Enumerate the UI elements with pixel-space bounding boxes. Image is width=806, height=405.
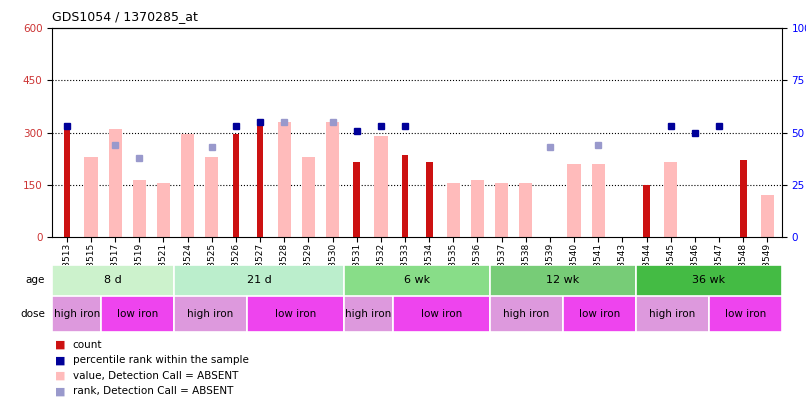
Bar	[52, 265, 174, 296]
Bar	[664, 162, 677, 237]
Text: high iron: high iron	[504, 309, 550, 319]
Bar	[563, 296, 636, 332]
Bar	[447, 183, 460, 237]
Bar	[519, 183, 533, 237]
Text: high iron: high iron	[650, 309, 696, 319]
Text: low iron: low iron	[117, 309, 158, 319]
Bar	[490, 265, 636, 296]
Text: value, Detection Call = ABSENT: value, Detection Call = ABSENT	[73, 371, 238, 381]
Bar	[567, 164, 581, 237]
Bar	[490, 296, 563, 332]
Text: 21 d: 21 d	[247, 275, 272, 286]
Text: dose: dose	[20, 309, 45, 319]
Text: 6 wk: 6 wk	[404, 275, 430, 286]
Bar	[401, 155, 409, 237]
Text: low iron: low iron	[421, 309, 462, 319]
Text: count: count	[73, 340, 102, 350]
Text: 8 d: 8 d	[104, 275, 122, 286]
Bar	[393, 296, 490, 332]
Text: high iron: high iron	[53, 309, 100, 319]
Bar	[109, 129, 122, 237]
Bar	[709, 296, 782, 332]
Bar	[257, 125, 264, 237]
Text: low iron: low iron	[275, 309, 316, 319]
Bar	[353, 162, 360, 237]
Text: low iron: low iron	[725, 309, 766, 319]
Bar	[495, 183, 509, 237]
Bar	[636, 265, 782, 296]
Bar	[174, 296, 247, 332]
Bar	[133, 180, 146, 237]
Bar	[326, 122, 339, 237]
Text: percentile rank within the sample: percentile rank within the sample	[73, 356, 248, 365]
Text: ■: ■	[55, 386, 65, 396]
Text: ■: ■	[55, 356, 65, 365]
Text: low iron: low iron	[579, 309, 620, 319]
Bar	[344, 265, 490, 296]
Text: high iron: high iron	[187, 309, 234, 319]
Bar	[426, 162, 433, 237]
Bar	[52, 296, 101, 332]
Bar	[181, 134, 194, 237]
Bar	[344, 296, 393, 332]
Text: ■: ■	[55, 340, 65, 350]
Text: 12 wk: 12 wk	[546, 275, 580, 286]
Text: rank, Detection Call = ABSENT: rank, Detection Call = ABSENT	[73, 386, 233, 396]
Bar	[740, 160, 746, 237]
Text: ■: ■	[55, 371, 65, 381]
Bar	[636, 296, 708, 332]
Bar	[301, 157, 315, 237]
Bar	[101, 296, 174, 332]
Bar	[206, 157, 218, 237]
Text: GDS1054 / 1370285_at: GDS1054 / 1370285_at	[52, 10, 198, 23]
Bar	[157, 183, 170, 237]
Text: high iron: high iron	[345, 309, 392, 319]
Bar	[643, 185, 650, 237]
Bar	[247, 296, 344, 332]
Text: age: age	[26, 275, 45, 286]
Text: 36 wk: 36 wk	[692, 275, 725, 286]
Bar	[277, 122, 291, 237]
Bar	[374, 136, 388, 237]
Bar	[761, 195, 774, 237]
Bar	[592, 164, 604, 237]
Bar	[233, 134, 239, 237]
Bar	[471, 179, 484, 237]
Bar	[174, 265, 344, 296]
Bar	[64, 129, 70, 237]
Bar	[85, 157, 98, 237]
